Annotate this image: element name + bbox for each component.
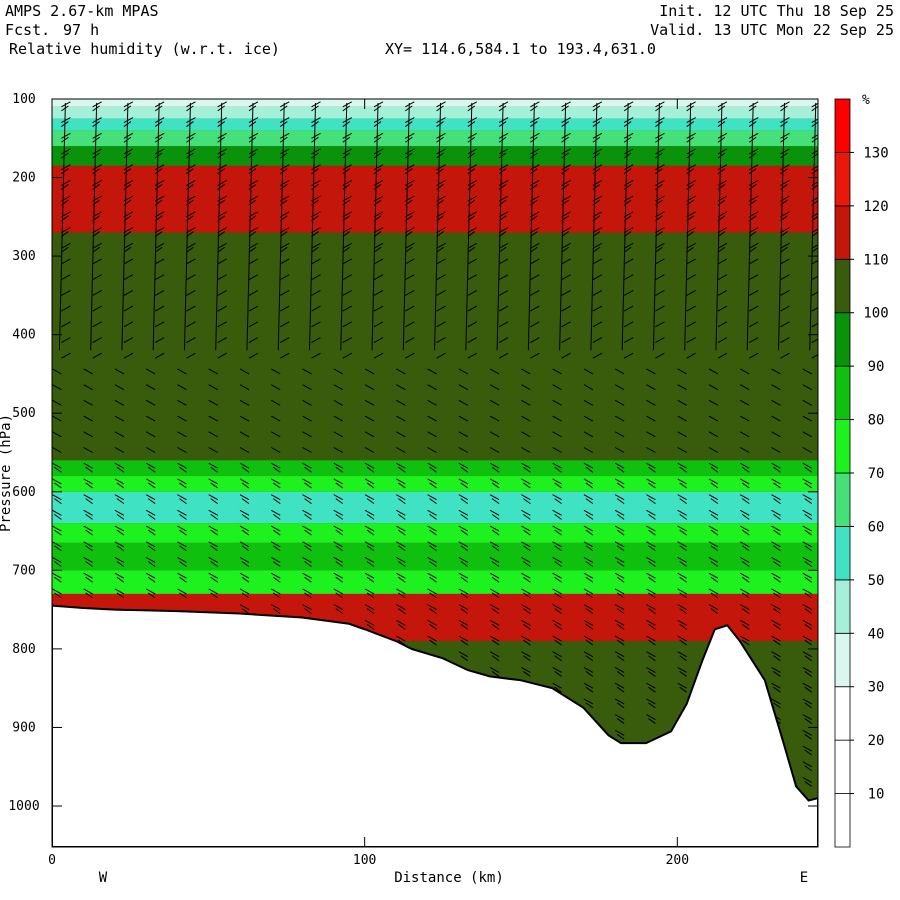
wind-barb-column (552, 101, 571, 693)
wind-barb-column (208, 101, 227, 599)
colorbar-segment (834, 472, 851, 527)
wind-barb-column (427, 101, 446, 646)
terrain-mask (52, 604, 818, 847)
colorbar-segment (834, 793, 851, 848)
x-tick-label: 100 (353, 853, 376, 868)
y-tick-label: 1000 (8, 799, 39, 814)
forecast-label: Fcst. (5, 21, 51, 39)
y-tick-label: 900 (12, 720, 35, 735)
colorbar-label: 80 (868, 413, 885, 429)
wind-barb-column (614, 101, 634, 740)
cross-section-coords: XY= 114.6,584.1 to 193.4,631.0 (385, 40, 656, 58)
forecast-hours: 97 h (63, 21, 100, 39)
y-axis: 100 200 300 400 500 600 700 800 900 1000 (8, 92, 818, 814)
rh-layer-1 (52, 106, 818, 119)
rh-layer-3 (52, 130, 818, 147)
y-tick-label: 700 (12, 563, 35, 578)
y-tick-label: 400 (12, 328, 35, 343)
x-tick-label: 0 (48, 853, 56, 868)
colorbar-label: 60 (868, 519, 885, 535)
colorbar-segment (834, 526, 851, 581)
wind-barb-column (646, 101, 665, 724)
colorbar-label: 20 (868, 733, 885, 749)
rh-layer-0 (52, 99, 818, 107)
model-title: AMPS 2.67-km MPAS (5, 2, 159, 20)
rh-layer-8 (52, 476, 818, 492)
colorbar: 10 20 30 40 50 60 70 80 90 100 110 120 130 (834, 98, 889, 848)
x-axis: 0 100 200 (48, 99, 689, 868)
colorbar-segment (834, 312, 851, 367)
rh-layer-11 (52, 542, 818, 571)
colorbar-segment (834, 365, 851, 420)
y-tick-label: 600 (12, 485, 35, 500)
y-tick-label: 500 (12, 406, 35, 421)
rh-layer-12 (52, 570, 818, 594)
x-tick-label: 200 (666, 853, 689, 868)
wind-barb-column (802, 102, 818, 787)
wind-barb-column (458, 101, 478, 662)
wind-barb-column (114, 101, 134, 599)
wind-barb-column (52, 101, 71, 599)
y-tick-label: 200 (12, 171, 35, 186)
wind-barb-column (145, 101, 165, 599)
rh-layer-7 (52, 460, 818, 477)
wind-barb-column (270, 101, 290, 615)
colorbar-segment (834, 739, 851, 794)
colorbar-label: 130 (863, 145, 888, 161)
rh-layer-2 (52, 118, 818, 131)
west-label: W (99, 870, 108, 886)
wind-barb-column (708, 101, 728, 615)
colorbar-label: 30 (868, 680, 885, 696)
colorbar-label: 50 (868, 573, 885, 589)
colorbar-label: 70 (868, 466, 885, 482)
wind-barb-column (239, 101, 259, 615)
y-axis-label: Pressure (hPa) (0, 414, 14, 532)
plot-frame (51, 98, 819, 848)
wind-barb-column (302, 101, 321, 615)
east-label: E (800, 870, 808, 886)
colorbar-segment (834, 579, 851, 634)
init-time: Init. 12 UTC Thu 18 Sep 25 (659, 2, 894, 20)
colorbar-segment (834, 98, 851, 153)
valid-time: Valid. 13 UTC Mon 22 Sep 25 (650, 21, 894, 39)
colorbar-label: 110 (863, 252, 888, 268)
colorbar-segment (834, 152, 851, 207)
rh-layer-5 (52, 165, 818, 233)
rh-layer-10 (52, 523, 818, 543)
wind-barb-column (364, 101, 384, 630)
colorbar-segment (834, 419, 851, 474)
rh-layer-4 (52, 146, 818, 166)
wind-barb-column (739, 101, 759, 646)
colorbar-label: 120 (863, 199, 888, 215)
colorbar-segment (834, 258, 851, 314)
colorbar-segment (834, 205, 851, 260)
y-tick-label: 800 (12, 642, 35, 657)
colorbar-label: 90 (868, 359, 885, 375)
colorbar-segment (834, 632, 851, 688)
wind-barb-column (83, 101, 102, 599)
x-axis-label: Distance (km) (394, 870, 504, 886)
wind-barb-column (521, 101, 540, 677)
wind-barb-column (583, 101, 603, 709)
plot-area (52, 99, 818, 847)
y-tick-label: 100 (12, 92, 35, 107)
wind-barb-column (333, 101, 353, 615)
wind-barb-column (677, 101, 696, 693)
colorbar-label: 10 (868, 787, 885, 803)
y-tick-label: 300 (12, 249, 35, 264)
field-name: Relative humidity (w.r.t. ice) (9, 40, 280, 58)
colorbar-segment (834, 686, 851, 741)
colorbar-unit: % (862, 93, 870, 108)
wind-barb-column (489, 101, 509, 677)
colorbar-label: 40 (868, 626, 885, 642)
wind-barb-column (177, 101, 196, 599)
colorbar-label: 100 (863, 306, 888, 322)
